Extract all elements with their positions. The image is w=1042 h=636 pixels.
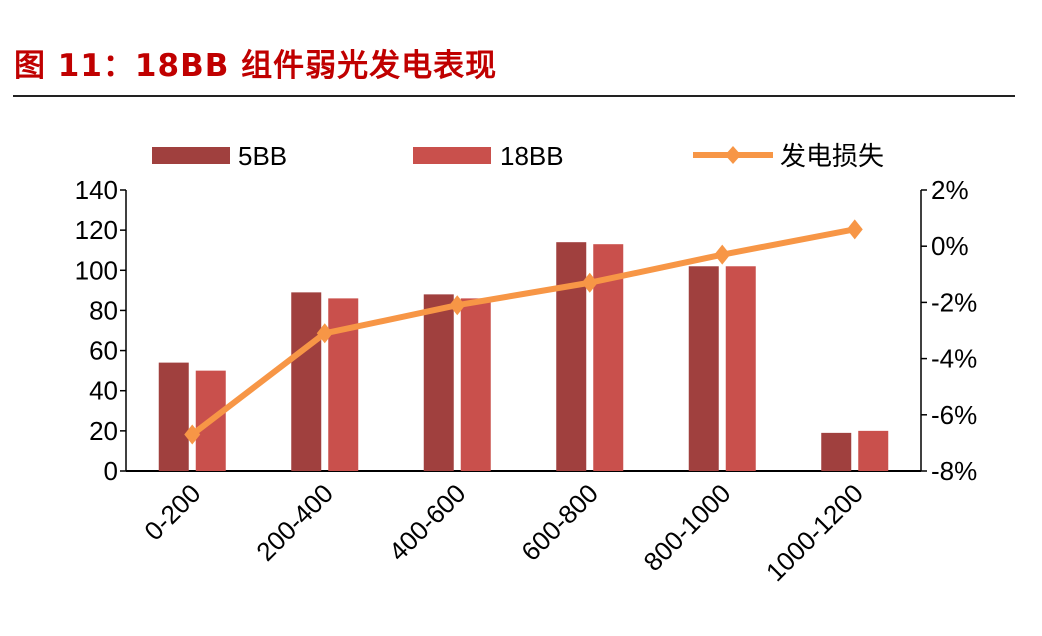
- bar-18bb: [725, 266, 756, 471]
- bar-18bb: [858, 430, 889, 471]
- legend-marker-loss: [725, 146, 741, 164]
- left-tick-label: 100: [75, 255, 118, 285]
- x-tick-label: 1000-1200: [760, 478, 869, 587]
- right-tick-label: -8%: [931, 456, 977, 486]
- x-tick-label: 800-1000: [638, 478, 737, 577]
- loss-point-marker: [581, 272, 598, 293]
- bar-5bb: [556, 242, 587, 471]
- bar-5bb: [291, 292, 322, 471]
- bar-5bb: [688, 266, 719, 471]
- loss-point-marker: [316, 323, 333, 344]
- left-tick-label: 120: [75, 215, 118, 245]
- legend-label-loss: 发电损失: [780, 141, 884, 171]
- right-tick-label: -2%: [931, 287, 977, 317]
- left-tick-label: 140: [75, 175, 118, 205]
- title-divider: [13, 95, 1015, 97]
- loss-point-marker: [714, 244, 731, 265]
- legend-label-18bb: 18BB: [500, 141, 564, 171]
- left-tick-label: 0: [104, 456, 118, 486]
- loss-line: [190, 226, 856, 437]
- loss-point-marker: [184, 424, 201, 445]
- bar-18bb: [460, 298, 491, 471]
- legend-label-5bb: 5BB: [238, 141, 287, 171]
- legend-swatch-5bb: [152, 147, 230, 164]
- loss-point-marker: [846, 219, 863, 240]
- left-tick-label: 20: [89, 416, 118, 446]
- bar-5bb: [423, 294, 454, 471]
- left-tick-label: 40: [89, 376, 118, 406]
- right-tick-label: 2%: [931, 175, 969, 205]
- right-tick-label: 0%: [931, 231, 969, 261]
- left-tick-label: 60: [89, 336, 118, 366]
- x-tick-label: 400-600: [383, 478, 472, 567]
- x-tick-label: 0-200: [138, 478, 206, 546]
- bar-5bb: [821, 432, 852, 471]
- left-tick-label: 80: [89, 295, 118, 325]
- legend-swatch-18bb: [413, 147, 491, 164]
- x-tick-label: 600-800: [515, 478, 604, 567]
- x-tick-label: 200-400: [250, 478, 339, 567]
- right-tick-label: -6%: [931, 400, 977, 430]
- bar-5bb: [158, 362, 189, 471]
- figure-title: 图 11：18BB 组件弱光发电表现: [14, 48, 498, 84]
- loss-point-marker: [449, 295, 466, 316]
- right-tick-label: -4%: [931, 344, 977, 374]
